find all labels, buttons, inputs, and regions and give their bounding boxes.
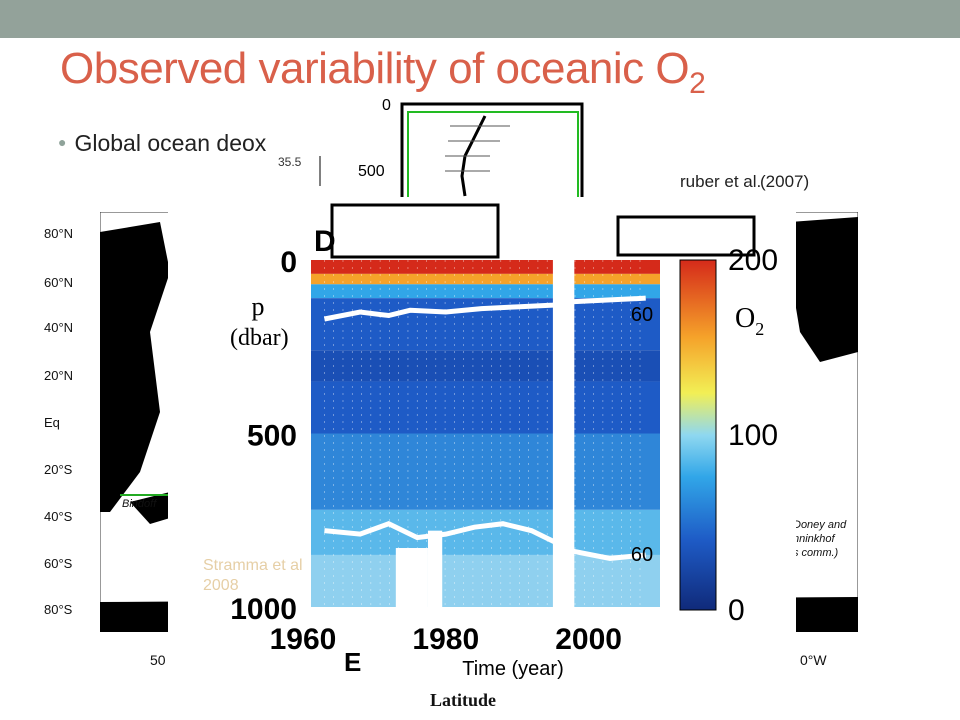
- x-tick-label: 1980: [412, 623, 479, 656]
- lat-label: 20°N: [44, 368, 74, 383]
- panel-label-e: E: [344, 647, 361, 677]
- lat-label: 80°S: [44, 602, 73, 617]
- citation-gruber-prefix: ruber et al.: [680, 172, 762, 191]
- colorbar-tick-label: 0: [728, 594, 745, 627]
- heatmap-band: [311, 273, 660, 285]
- colorbar-tick-label: 100: [728, 419, 778, 452]
- citation-gruber: (2007): [760, 172, 810, 191]
- colorbar-tick-label: 200: [728, 244, 778, 277]
- citation-doney-line: nninkhof: [793, 533, 835, 545]
- colorbar: [679, 259, 717, 611]
- y-axis-label: p: [252, 292, 265, 321]
- citation-doney-line: Doney and: [793, 519, 847, 531]
- x-tick-label: 2000: [555, 623, 622, 656]
- y-tick-label: 0: [280, 246, 297, 279]
- map-x-title: Latitude: [430, 690, 497, 710]
- y-tick-label: 500: [247, 420, 297, 453]
- citation-doney: Doney and nninkhof s comm.): [793, 518, 846, 560]
- lat-label: 60°S: [44, 556, 73, 571]
- contour-60: [323, 295, 646, 322]
- lat-label: 20°S: [44, 462, 73, 477]
- contour-label: 60: [631, 304, 653, 326]
- y-axis-label: (dbar): [230, 325, 289, 351]
- lon-label: 50: [150, 652, 166, 668]
- inset-y-tick: 0: [382, 97, 391, 114]
- heatmap-band: [311, 260, 660, 274]
- panel-label: D: [314, 225, 336, 258]
- top-bar: [0, 0, 960, 38]
- citation-doney-line: s comm.): [793, 547, 839, 559]
- lat-label: Eq: [44, 415, 60, 430]
- contour-label: 60: [631, 544, 653, 566]
- lat-label: 80°N: [44, 226, 74, 241]
- x-axis-label: Time (year): [462, 658, 563, 680]
- citation-bindoff: Bindoff: [122, 498, 157, 510]
- citation-stramma-line: Stramma et al: [203, 557, 303, 574]
- lon-label: 0°W: [800, 652, 827, 668]
- citation-stramma-line: 2008: [203, 577, 239, 594]
- lat-label: 60°N: [44, 275, 74, 290]
- heatmap-band: [311, 433, 660, 510]
- data-gap: [552, 260, 575, 607]
- data-gap: [427, 530, 443, 607]
- heatmap-band: [311, 381, 660, 434]
- lat-label: 40°S: [44, 509, 73, 524]
- oxygen-heatmap: 1960 1980 2000050010002001000Dp(dbar)O2606…: [168, 197, 796, 689]
- bullet-dot-icon: ●: [58, 134, 67, 150]
- bullet-text: ● Global ocean deox: [58, 130, 267, 156]
- inset-y-tick: 500: [358, 163, 385, 180]
- inset-left-tick: 35.5: [278, 155, 302, 169]
- lat-label: 40°N: [44, 320, 74, 335]
- slide-title: Observed variability of oceanic O2: [60, 44, 706, 100]
- heatmap-band: [311, 350, 660, 382]
- heatmap-band: [311, 284, 660, 299]
- profile-inset: 0 500 35.5: [270, 96, 590, 208]
- x-tick-label: 1960: [270, 623, 337, 656]
- citation-stramma: Stramma et al 2008: [203, 556, 303, 596]
- data-gap: [395, 548, 428, 607]
- heatmap-band: [311, 554, 660, 607]
- y-tick-label: 1000: [230, 593, 297, 626]
- contour-60: [324, 521, 646, 561]
